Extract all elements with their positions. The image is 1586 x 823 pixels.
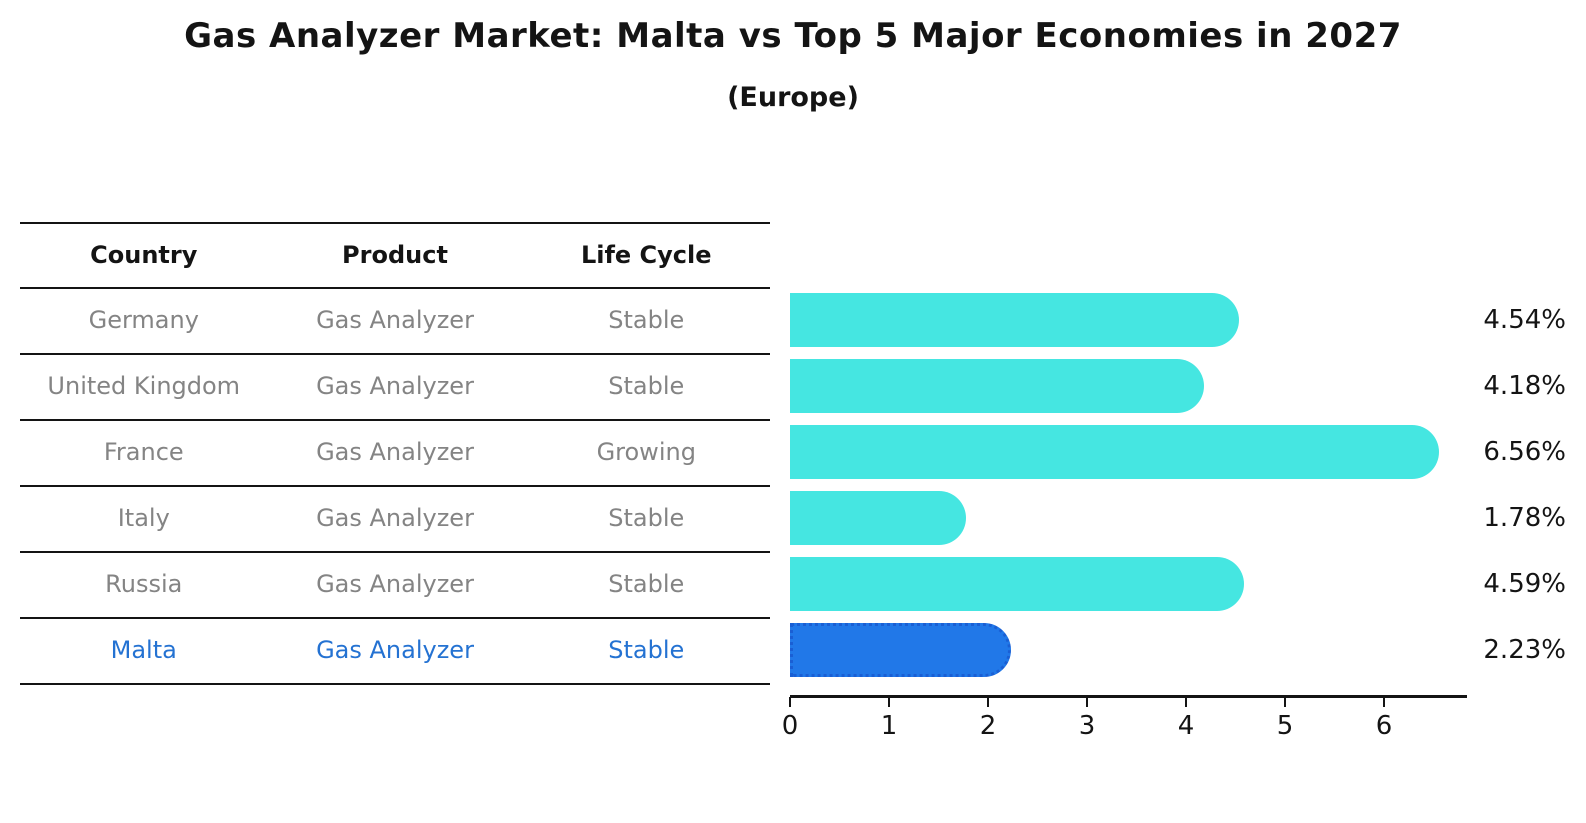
table-line	[20, 485, 770, 487]
table-line	[20, 222, 770, 224]
bar-value-label: 4.18%	[1483, 371, 1566, 401]
country-cell: United Kingdom	[47, 372, 241, 400]
table-row-france: France Gas Analyzer Growing	[20, 419, 770, 485]
table-line	[20, 353, 770, 355]
product-cell: Gas Analyzer	[316, 438, 474, 466]
product-cell: Gas Analyzer	[316, 372, 474, 400]
table-row-russia: Russia Gas Analyzer Stable	[20, 551, 770, 617]
x-axis-line	[790, 695, 1467, 698]
x-tick	[789, 697, 791, 707]
table-line	[20, 287, 770, 289]
chart-subtitle: (Europe)	[727, 82, 859, 113]
country-table: Country Product Life Cycle Germany Gas A…	[20, 222, 770, 685]
x-tick	[1284, 697, 1286, 707]
bar-value-label: 6.56%	[1483, 437, 1566, 467]
country-cell: Germany	[88, 306, 199, 334]
bar-value-label: 2.23%	[1483, 635, 1566, 665]
x-tick-label: 0	[781, 711, 799, 741]
x-tick-label: 5	[1276, 711, 1294, 741]
table-line	[20, 419, 770, 421]
bar-value-label: 1.78%	[1483, 503, 1566, 533]
life-cycle-cell: Stable	[608, 570, 685, 598]
bar-united-kingdom	[790, 359, 1204, 413]
chart-title: Gas Analyzer Market: Malta vs Top 5 Majo…	[184, 16, 1402, 56]
bar-value-label: 4.59%	[1483, 569, 1566, 599]
x-tick	[1185, 697, 1187, 707]
life-cycle-cell: Stable	[608, 372, 685, 400]
table-header-row: Country Product Life Cycle	[20, 222, 770, 287]
x-tick-label: 2	[979, 711, 997, 741]
x-tick-label: 1	[880, 711, 898, 741]
table-row-italy: Italy Gas Analyzer Stable	[20, 485, 770, 551]
table-line	[20, 551, 770, 553]
bar-value-label: 4.54%	[1483, 305, 1566, 335]
column-header-country: Country	[90, 240, 198, 269]
x-tick-label: 6	[1375, 711, 1393, 741]
country-cell: Italy	[117, 504, 170, 532]
x-tick-label: 3	[1078, 711, 1096, 741]
product-cell: Gas Analyzer	[316, 306, 474, 334]
bar-russia	[790, 557, 1245, 611]
x-tick	[987, 697, 989, 707]
product-cell: Gas Analyzer	[316, 636, 474, 664]
x-tick-label: 4	[1177, 711, 1195, 741]
product-cell: Gas Analyzer	[316, 504, 474, 532]
bar-malta	[790, 623, 1011, 677]
column-header-product: Product	[342, 240, 448, 269]
table-row-united-kingdom: United Kingdom Gas Analyzer Stable	[20, 353, 770, 419]
bar-france	[790, 425, 1440, 479]
country-cell: Russia	[105, 570, 183, 598]
product-cell: Gas Analyzer	[316, 570, 474, 598]
life-cycle-cell: Stable	[608, 306, 685, 334]
x-tick	[888, 697, 890, 707]
bar-germany	[790, 293, 1240, 347]
bar-italy	[790, 491, 967, 545]
table-line	[20, 683, 770, 685]
life-cycle-cell: Growing	[596, 438, 696, 466]
life-cycle-cell: Stable	[608, 636, 685, 664]
column-header-life-cycle: Life Cycle	[580, 240, 712, 269]
table-row-germany: Germany Gas Analyzer Stable	[20, 287, 770, 353]
country-cell: Malta	[110, 636, 177, 664]
table-row-malta: Malta Gas Analyzer Stable	[20, 617, 770, 683]
x-tick	[1383, 697, 1385, 707]
table-line	[20, 617, 770, 619]
life-cycle-cell: Stable	[608, 504, 685, 532]
country-cell: France	[103, 438, 184, 466]
x-tick	[1086, 697, 1088, 707]
bar-chart: 4.54% 4.18% 6.56% 1.78% 4.59% 2.23% 0 1 …	[782, 222, 1586, 823]
